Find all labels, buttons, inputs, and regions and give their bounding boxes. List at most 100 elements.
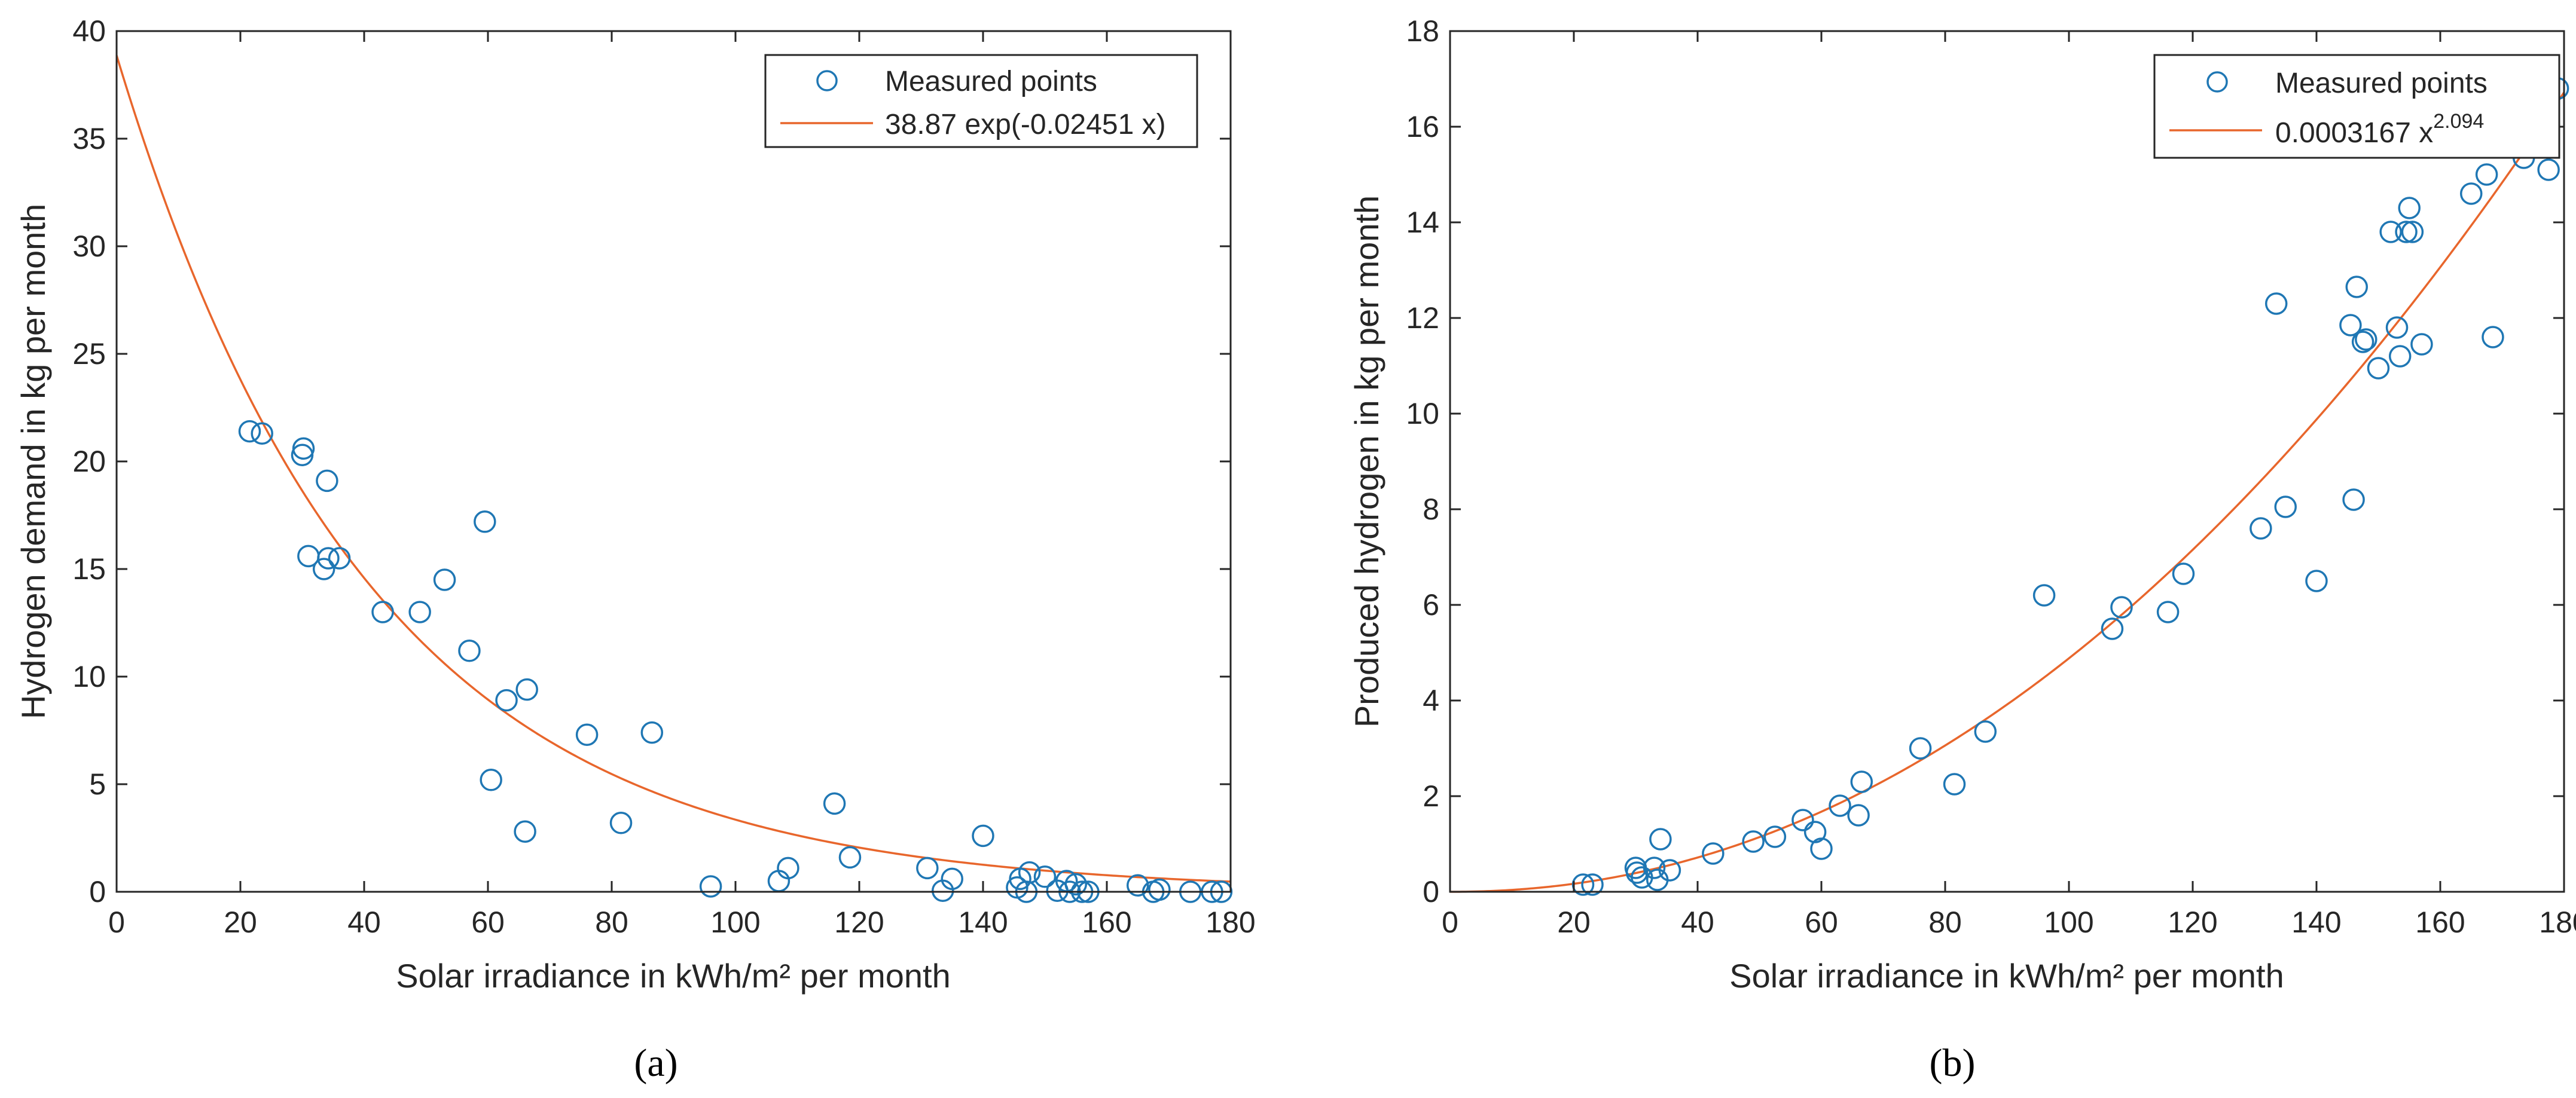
y-tick-label: 2 xyxy=(1423,779,1439,813)
chart-panel-a: 0 20 40 60 80 100 120 140 160 180 0 5 10 15 20 25 30 35 4… xyxy=(14,14,1256,995)
measured-points-a xyxy=(238,420,1233,903)
data-point xyxy=(1018,861,1041,884)
y-tick-label: 16 xyxy=(1406,110,1439,143)
legend-fit-exponent-b: 2.094 xyxy=(2433,110,2484,133)
data-point xyxy=(972,824,994,848)
legend-fit-formula-b: 0.0003167 x xyxy=(2275,117,2433,149)
legend-label-fit-a: 38.87 exp(-0.02451 x) xyxy=(885,109,1166,140)
data-point xyxy=(2250,517,2272,540)
data-point xyxy=(514,820,536,843)
y-tick-label: 0 xyxy=(1423,875,1439,909)
data-point xyxy=(1625,861,1649,884)
data-point xyxy=(1033,865,1057,888)
x-tick-label: 180 xyxy=(1205,906,1255,939)
y-tick-label: 10 xyxy=(72,660,106,693)
y-tick-label: 10 xyxy=(1406,397,1439,430)
y-tick-label: 35 xyxy=(72,122,106,155)
data-point xyxy=(777,857,799,880)
x-tick-label: 40 xyxy=(347,906,381,939)
data-point xyxy=(2410,333,2433,356)
data-point xyxy=(1943,773,1966,796)
legend-box-a xyxy=(764,54,1198,148)
x-tick-label: 20 xyxy=(1557,906,1591,939)
y-tick-label: 8 xyxy=(1423,493,1439,526)
data-point xyxy=(2156,601,2180,623)
x-axis-ticks-b: 0 20 40 60 80 100 120 140 160 180 xyxy=(1442,31,2576,939)
data-point xyxy=(699,875,722,898)
data-point xyxy=(1702,842,1725,865)
y-tick-label: 18 xyxy=(1406,14,1439,48)
data-point xyxy=(1829,794,1851,817)
data-point xyxy=(1658,859,1681,882)
data-point xyxy=(2110,596,2133,619)
data-point xyxy=(312,558,335,580)
panel-label-a: (a) xyxy=(634,1041,677,1085)
data-point xyxy=(1803,821,1827,843)
data-point xyxy=(838,846,862,869)
data-point xyxy=(2345,276,2369,298)
data-point xyxy=(2367,357,2390,380)
fit-curve-power xyxy=(1449,91,2565,893)
y-tick-label: 40 xyxy=(72,14,106,48)
legend-label-measured-a: Measured points xyxy=(885,66,1097,97)
x-tick-label: 140 xyxy=(958,906,1008,939)
data-point xyxy=(292,437,315,460)
x-axis-label-a: Solar irradiance in kWh/m² per month xyxy=(396,957,950,995)
data-point xyxy=(238,420,261,443)
data-point xyxy=(2398,197,2421,219)
data-point xyxy=(2355,328,2377,351)
y-axis-ticks-a: 0 5 10 15 20 25 30 35 40 xyxy=(72,14,1231,909)
data-point xyxy=(2101,617,2124,640)
panel-label-b: (b) xyxy=(1930,1041,1976,1085)
data-point xyxy=(1909,737,1932,760)
data-point xyxy=(1581,873,1604,896)
data-point xyxy=(1127,874,1149,897)
data-point xyxy=(480,769,502,791)
data-point xyxy=(2395,221,2418,243)
data-point xyxy=(1643,857,1666,879)
data-point xyxy=(2172,562,2195,585)
data-point xyxy=(2475,163,2498,186)
data-point xyxy=(316,469,338,493)
data-point xyxy=(515,678,538,701)
data-point xyxy=(1974,720,1997,743)
data-point xyxy=(2351,331,2374,353)
x-tick-label: 40 xyxy=(1681,906,1714,939)
y-axis-label-a: Hydrogen demand in kg per month xyxy=(14,204,52,719)
data-point xyxy=(2460,182,2483,205)
x-tick-label: 180 xyxy=(2539,906,2576,939)
x-tick-label: 80 xyxy=(1928,906,1962,939)
data-point xyxy=(1810,837,1833,860)
y-tick-label: 20 xyxy=(72,445,106,478)
chart-panel-b: 0 20 40 60 80 100 120 140 160 180 0 2 4 6 8 10 12 14 16 18… xyxy=(1348,14,2576,995)
data-point xyxy=(2264,292,2288,315)
legend-label-measured-b: Measured points xyxy=(2275,68,2488,99)
x-tick-label: 100 xyxy=(710,906,760,939)
data-point xyxy=(609,812,633,834)
legend-marker-icon-a xyxy=(816,70,838,91)
legend-b: Measured points 0.0003167 x2.094 xyxy=(2153,54,2560,159)
y-axis-label-b: Produced hydrogen in kg per month xyxy=(1348,195,1385,727)
data-point xyxy=(2274,496,2297,518)
y-tick-label: 4 xyxy=(1423,684,1439,717)
fit-curve-exponential xyxy=(115,55,1231,883)
x-axis-ticks-a: 0 20 40 60 80 100 120 140 160 180 xyxy=(108,31,1256,939)
y-tick-label: 15 xyxy=(72,552,106,586)
data-point xyxy=(2379,221,2402,243)
x-axis-label-b: Solar irradiance in kWh/m² per month xyxy=(1729,957,2284,995)
data-point xyxy=(1649,828,1672,851)
data-point xyxy=(408,601,431,623)
x-tick-label: 120 xyxy=(834,906,884,939)
y-tick-label: 14 xyxy=(1406,206,1439,239)
data-point xyxy=(1064,873,1087,896)
x-tick-label: 20 xyxy=(224,906,257,939)
y-axis-ticks-b: 0 2 4 6 8 10 12 14 16 18 xyxy=(1406,14,2564,909)
legend-label-fit-b: 0.0003167 x2.094 xyxy=(2275,110,2484,149)
legend-box-b xyxy=(2153,54,2560,159)
data-point xyxy=(458,640,481,662)
y-tick-label: 0 xyxy=(89,875,106,909)
y-tick-label: 30 xyxy=(72,230,106,263)
legend-marker-icon-b xyxy=(2206,71,2228,93)
data-point xyxy=(371,601,394,623)
